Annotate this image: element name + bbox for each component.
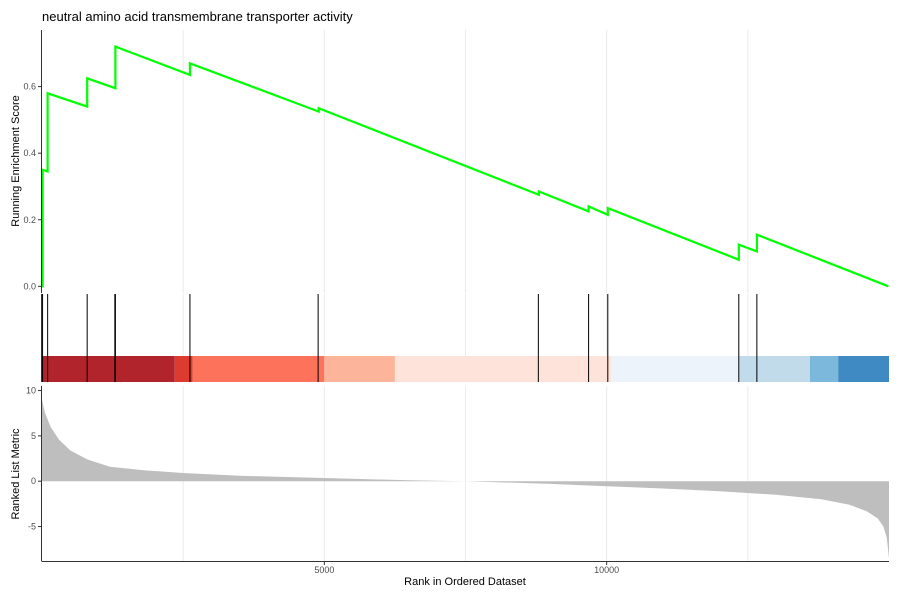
enrichment-y-tick-label: 0.0 bbox=[23, 281, 36, 291]
gene-hit-markers bbox=[42, 294, 758, 382]
color-band-segment bbox=[739, 356, 810, 382]
x-axis-title: Rank in Ordered Dataset bbox=[404, 576, 526, 588]
enrichment-y-tick-label: 0.6 bbox=[23, 82, 36, 92]
color-band-segment bbox=[611, 356, 740, 382]
color-band-segment bbox=[838, 356, 889, 382]
enrichment-y-tick-label: 0.4 bbox=[23, 148, 36, 158]
ranked-metric-panel bbox=[42, 399, 889, 559]
color-band bbox=[42, 356, 889, 382]
color-band-segment bbox=[809, 356, 839, 382]
metric-y-axis-title: Ranked List Metric bbox=[10, 428, 22, 520]
color-band-segment bbox=[394, 356, 612, 382]
enrichment-y-axis-title: Running Enrichment Score bbox=[10, 95, 22, 226]
color-band-segment bbox=[174, 356, 193, 382]
tick-labels: 0.0 0.2 0.4 0.6 -5 0 5 10 5000 10000 bbox=[23, 82, 619, 575]
color-band-segment bbox=[324, 356, 395, 382]
metric-y-tick-label: 5 bbox=[31, 431, 36, 441]
ranked-metric-area bbox=[42, 399, 889, 559]
x-tick-label: 5000 bbox=[314, 565, 334, 575]
metric-y-tick-label: -5 bbox=[28, 522, 36, 532]
axes bbox=[41, 30, 889, 562]
metric-y-tick-label: 0 bbox=[31, 476, 36, 486]
chart-title: neutral amino acid transmembrane transpo… bbox=[42, 9, 353, 24]
enrichment-score-panel bbox=[41, 45, 889, 288]
running-enrichment-line bbox=[41, 45, 889, 288]
color-band-segment bbox=[192, 356, 325, 382]
metric-y-tick-label: 10 bbox=[26, 386, 36, 396]
color-band-segment bbox=[42, 356, 175, 382]
x-tick-label: 10000 bbox=[594, 565, 619, 575]
enrichment-y-tick-label: 0.2 bbox=[23, 215, 36, 225]
panel-gridlines bbox=[182, 30, 749, 561]
